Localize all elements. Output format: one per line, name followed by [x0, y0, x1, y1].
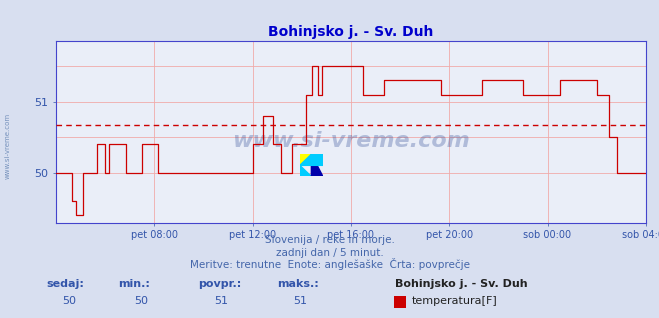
Text: 51: 51 — [214, 296, 228, 306]
Polygon shape — [300, 165, 312, 176]
Text: 50: 50 — [134, 296, 149, 306]
Text: min.:: min.: — [119, 279, 150, 289]
Text: Slovenija / reke in morje.: Slovenija / reke in morje. — [264, 235, 395, 245]
Text: Bohinjsko j. - Sv. Duh: Bohinjsko j. - Sv. Duh — [395, 279, 528, 289]
Text: 50: 50 — [62, 296, 76, 306]
Text: zadnji dan / 5 minut.: zadnji dan / 5 minut. — [275, 248, 384, 258]
Text: sedaj:: sedaj: — [46, 279, 84, 289]
Text: temperatura[F]: temperatura[F] — [412, 296, 498, 306]
Text: maks.:: maks.: — [277, 279, 318, 289]
Polygon shape — [300, 154, 312, 165]
Text: www.si-vreme.com: www.si-vreme.com — [5, 113, 11, 179]
Polygon shape — [312, 154, 323, 176]
Polygon shape — [300, 154, 323, 165]
Text: www.si-vreme.com: www.si-vreme.com — [232, 131, 470, 151]
Text: 51: 51 — [293, 296, 307, 306]
Title: Bohinjsko j. - Sv. Duh: Bohinjsko j. - Sv. Duh — [268, 25, 434, 39]
Text: povpr.:: povpr.: — [198, 279, 241, 289]
Text: Meritve: trenutne  Enote: anglešaške  Črta: povprečje: Meritve: trenutne Enote: anglešaške Črta… — [190, 258, 469, 270]
